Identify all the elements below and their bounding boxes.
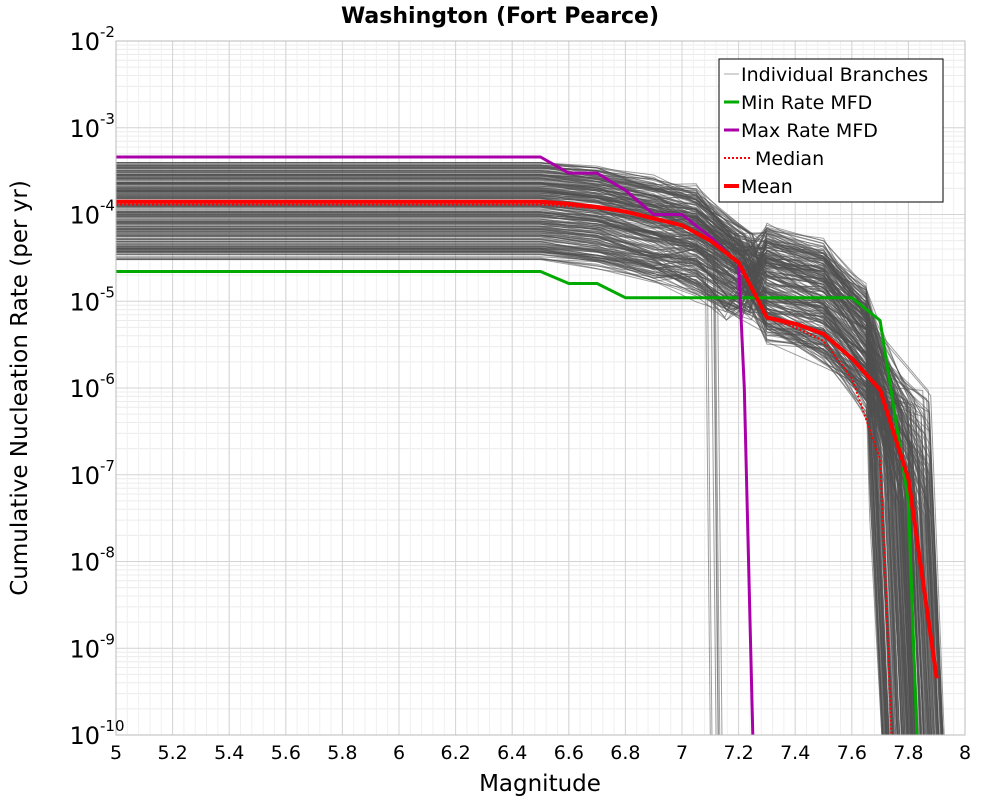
branch-line	[116, 189, 918, 735]
y-axis-label: Cumulative Nucleation Rate (per yr)	[7, 180, 33, 596]
series-line-max-rate-mfd	[116, 155, 755, 735]
x-tick-label: 6.6	[554, 742, 584, 764]
y-tick-label: 10 -4	[69, 197, 115, 230]
branch-line	[116, 173, 913, 735]
y-tick-exponent: -5	[100, 283, 115, 301]
y-tick-label: 10 -5	[69, 283, 115, 316]
y-tick-exponent: -4	[100, 197, 115, 215]
y-axis-ticks: 10-210-310-410-510-610-710-810-910-10	[69, 23, 124, 750]
series-line-mean	[116, 199, 939, 679]
y-tick-label: 10 -2	[69, 23, 115, 56]
branch-line	[116, 250, 925, 735]
legend-label-median: Median	[755, 148, 824, 170]
y-tick-exponent: -2	[100, 23, 115, 41]
x-tick-label: 6.4	[497, 742, 527, 764]
y-tick-exponent: -6	[100, 370, 115, 388]
y-tick-base: 10	[69, 549, 100, 577]
y-tick-base: 10	[69, 635, 100, 663]
x-tick-label: 7.2	[723, 742, 753, 764]
y-tick-label: 10 -10	[69, 717, 124, 750]
x-tick-label: 5.4	[214, 742, 244, 764]
x-tick-label: 5.8	[327, 742, 357, 764]
legend-label-max-rate-mfd: Max Rate MFD	[741, 120, 878, 142]
branch-line	[116, 185, 925, 735]
branch-line	[116, 211, 888, 735]
y-tick-label: 10 -9	[69, 630, 115, 663]
chart-title: Washington (Fort Pearce)	[341, 4, 659, 29]
x-tick-label: 6.8	[610, 742, 640, 764]
x-tick-label: 6	[393, 742, 405, 764]
y-tick-label: 10 -7	[69, 457, 115, 490]
legend-label-individual-branches: Individual Branches	[741, 64, 928, 86]
x-tick-label: 7	[676, 742, 688, 764]
x-tick-label: 5.6	[271, 742, 301, 764]
x-axis-label: Magnitude	[479, 771, 601, 797]
y-tick-exponent: -9	[100, 630, 115, 648]
x-tick-label: 8	[959, 742, 971, 764]
series-layer	[116, 155, 939, 735]
y-tick-base: 10	[69, 722, 100, 750]
series-line-median	[116, 203, 893, 735]
y-tick-base: 10	[69, 28, 100, 56]
branch-line	[116, 185, 934, 735]
y-tick-exponent: -8	[100, 544, 115, 562]
y-tick-label: 10 -3	[69, 110, 115, 143]
x-tick-label: 7.8	[893, 742, 923, 764]
y-tick-base: 10	[69, 202, 100, 230]
y-tick-label: 10 -6	[69, 370, 115, 403]
y-tick-base: 10	[69, 462, 100, 490]
branch-line	[116, 182, 890, 735]
legend-box	[718, 58, 944, 203]
branch-line	[116, 176, 890, 735]
legend-label-mean: Mean	[741, 176, 793, 198]
y-tick-label: 10 -8	[69, 544, 115, 577]
y-tick-base: 10	[69, 288, 100, 316]
y-tick-exponent: -10	[100, 717, 125, 735]
x-axis-ticks: 5 5.2 5.4 5.6 5.8 6 6.2 6.4 6.6 6.8 7 7.2 7.4 7.6 7.8 8	[110, 742, 971, 764]
branch-line	[116, 185, 912, 735]
series-line-min-rate-mfd	[116, 270, 919, 735]
y-tick-base: 10	[69, 115, 100, 143]
branch-line	[116, 234, 944, 735]
y-tick-base: 10	[69, 375, 100, 403]
plot-frame	[115, 40, 966, 736]
branch-line	[116, 258, 903, 735]
y-tick-exponent: -3	[100, 110, 115, 128]
legend: Individual Branches Min Rate MFD Max Rate …	[718, 58, 944, 203]
x-tick-label: 5.2	[157, 742, 187, 764]
legend-label-min-rate-mfd: Min Rate MFD	[741, 92, 872, 114]
branch-line	[116, 196, 922, 735]
x-tick-label: 6.2	[440, 742, 470, 764]
y-tick-exponent: -7	[100, 457, 115, 475]
x-tick-label: 7.6	[837, 742, 867, 764]
x-tick-label: 5	[110, 742, 122, 764]
x-tick-label: 7.4	[780, 742, 810, 764]
